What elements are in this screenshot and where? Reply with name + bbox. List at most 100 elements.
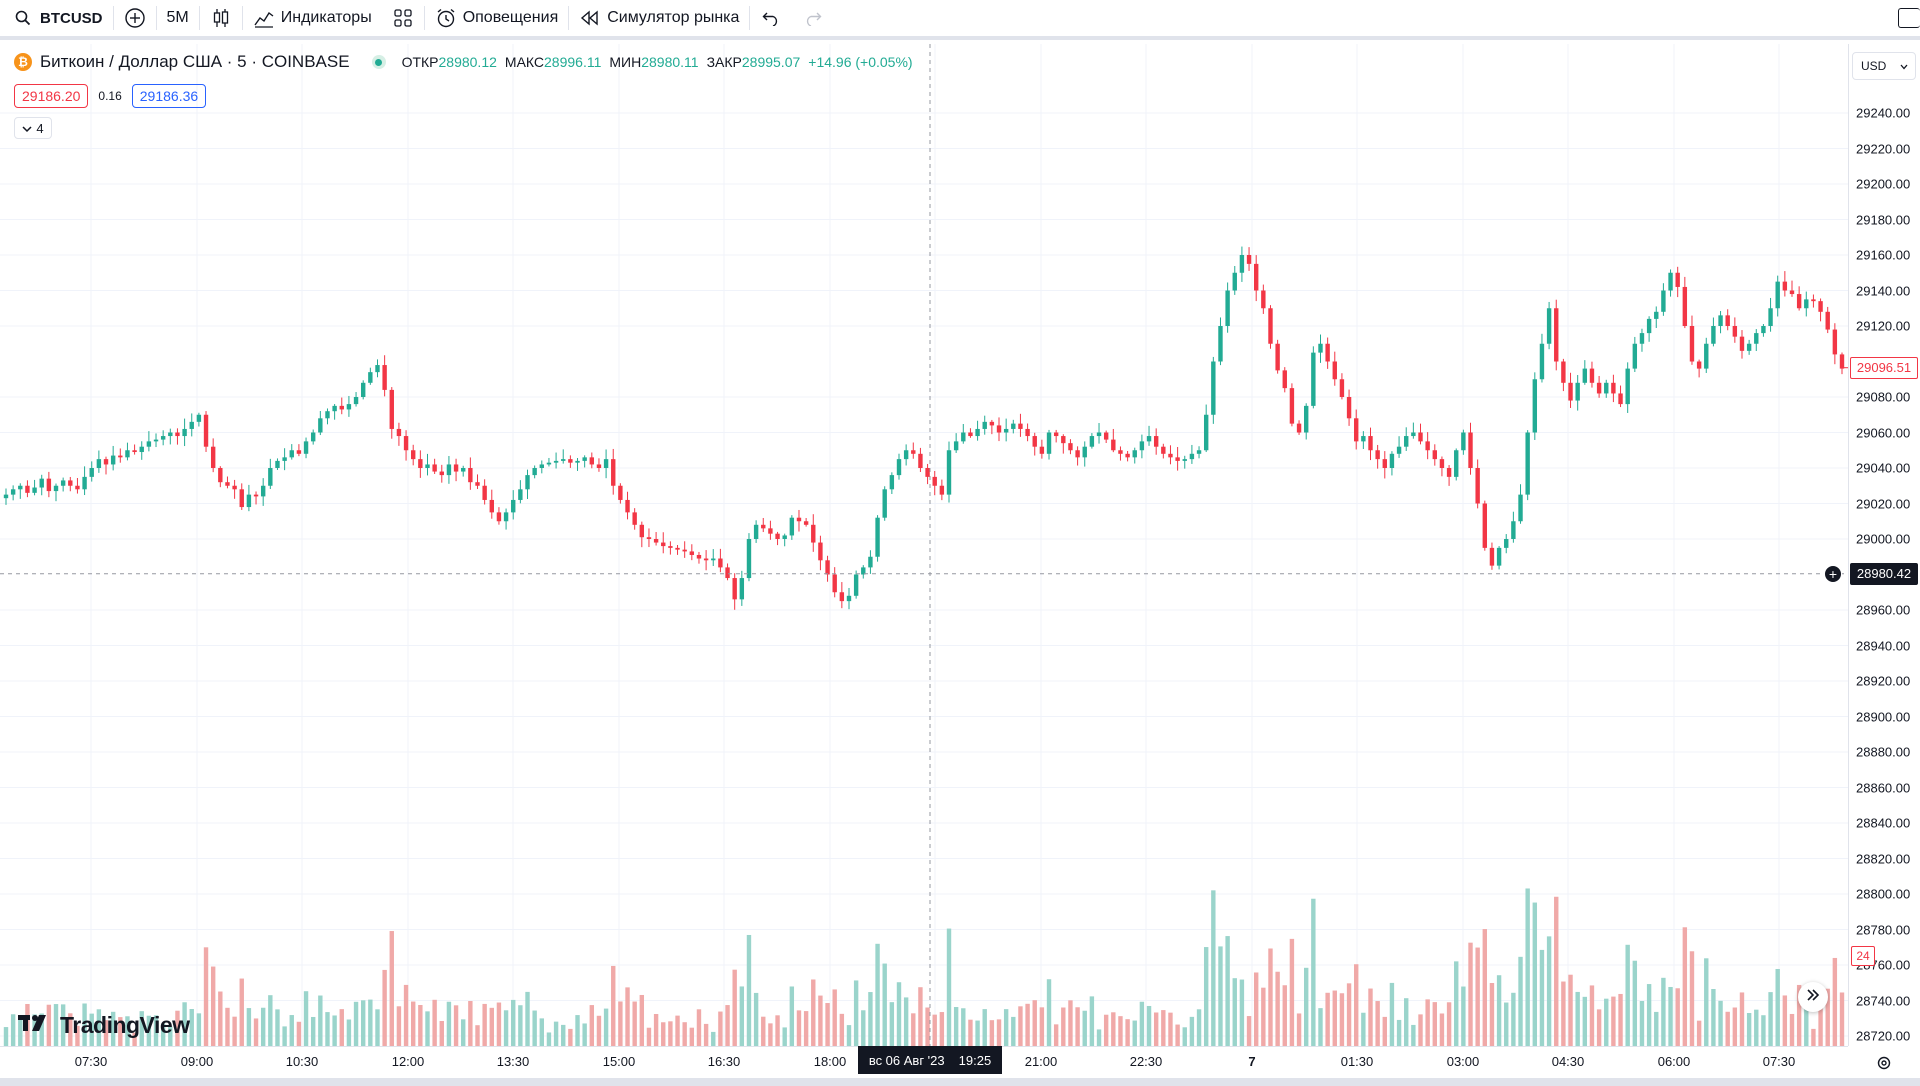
rewind-icon	[579, 7, 601, 29]
volume-bar	[168, 1026, 173, 1046]
crosshair-price-tag: 28980.42	[1850, 562, 1918, 585]
chart-settings-gear-icon[interactable]	[1874, 1053, 1894, 1073]
candle-body	[1368, 436, 1373, 451]
toolbar-divider	[155, 6, 157, 30]
candle-body	[1061, 436, 1066, 444]
candle-body	[1346, 397, 1352, 419]
bar-replay-button[interactable]: Симулятор рынка	[569, 0, 749, 36]
collapsed-count: 4	[36, 120, 44, 136]
volume-bar	[1632, 960, 1638, 1046]
volume-bar	[1311, 898, 1316, 1046]
volume-bar	[1153, 1012, 1159, 1046]
candle-body	[453, 464, 459, 472]
candle-body	[1189, 453, 1195, 460]
volume-bar	[1354, 964, 1359, 1046]
volume-bar	[18, 1016, 23, 1046]
add-alert-plus-icon[interactable]: +	[1824, 564, 1842, 583]
volume-bar	[461, 1019, 466, 1046]
market-status-icon[interactable]	[371, 55, 386, 69]
price-label: 28740.00	[1856, 993, 1911, 1008]
volume-bar	[1068, 1000, 1073, 1046]
candle-body	[275, 460, 280, 468]
symbol-title[interactable]: Биткоин / Доллар США · 5 · COINBASE	[40, 52, 350, 71]
candle-body	[582, 457, 587, 461]
candle-body	[918, 453, 923, 468]
candle-body	[1125, 453, 1130, 458]
currency-select[interactable]: USD	[1852, 52, 1916, 80]
time-label: 01:30	[1340, 1054, 1374, 1069]
volume-bar	[1839, 992, 1845, 1046]
volume-bar	[1018, 1006, 1023, 1046]
candle-body	[1575, 382, 1580, 401]
candle-body	[961, 432, 966, 442]
undo-button[interactable]	[750, 0, 792, 36]
indicators-collapse-button[interactable]: 4	[14, 117, 52, 139]
volume-bar	[582, 1023, 587, 1046]
volume-bar	[475, 1025, 480, 1046]
interval-label: 5M	[166, 9, 189, 26]
volume-bar	[889, 1002, 895, 1046]
high-value: 28996.11	[544, 54, 602, 70]
candle-body	[689, 551, 695, 555]
candle-body	[1375, 450, 1380, 460]
sell-button[interactable]: 29186.20	[14, 84, 89, 108]
volume-bar	[903, 997, 909, 1046]
candle-body	[1325, 343, 1330, 362]
compare-symbol-button[interactable]	[114, 0, 156, 36]
candle-body	[1439, 459, 1445, 468]
volume-bar	[625, 987, 630, 1046]
redo-button[interactable]	[792, 0, 834, 36]
templates-button[interactable]	[382, 0, 424, 36]
indicators-button[interactable]: Индикаторы	[243, 0, 382, 36]
volume-bar	[1096, 1029, 1102, 1046]
candle-body	[1632, 343, 1638, 369]
candle-body	[68, 480, 73, 486]
interval-button[interactable]: 5M	[157, 0, 199, 36]
tradingview-mark-icon	[18, 1013, 54, 1039]
chart-type-button[interactable]	[200, 0, 242, 36]
buy-button[interactable]: 29186.36	[131, 84, 207, 108]
candle-body	[1425, 441, 1430, 451]
candle-body	[1639, 333, 1645, 344]
volume-bar	[253, 1018, 259, 1046]
alerts-button[interactable]: Оповещения	[425, 0, 569, 36]
volume-bar	[1189, 1016, 1195, 1046]
volume-bar	[1825, 988, 1830, 1046]
candles-icon	[210, 7, 232, 29]
volume-bar	[653, 1014, 659, 1046]
time-label: 22:30	[1129, 1054, 1163, 1069]
volume-bar	[1346, 983, 1352, 1046]
volume-bar	[1196, 1009, 1202, 1046]
candle-body	[1389, 453, 1395, 468]
candle-body	[225, 482, 230, 486]
price-scale[interactable]	[1848, 44, 1920, 1046]
price-label: 28960.00	[1856, 602, 1911, 618]
volume-bar	[1032, 1000, 1037, 1046]
symbol-search-button[interactable]: BTCUSD	[0, 0, 113, 36]
volume-bar	[589, 1005, 595, 1046]
volume-bar	[1582, 996, 1588, 1046]
candle-body	[1168, 453, 1173, 458]
candle-body	[1461, 432, 1466, 451]
price-chart[interactable]	[0, 44, 1848, 1046]
candle-body	[1654, 311, 1659, 319]
volume-bar	[1203, 947, 1209, 1046]
candle-body	[1003, 428, 1009, 433]
layout-panel-button[interactable]	[1898, 8, 1920, 28]
volume-bar	[1039, 1007, 1045, 1046]
volume-bar	[103, 1020, 109, 1046]
volume-bar	[1675, 988, 1680, 1046]
candle-body	[725, 567, 730, 579]
candle-body	[553, 460, 559, 463]
volume-bar	[946, 928, 952, 1046]
volume-bar	[1418, 1014, 1423, 1046]
volume-bar	[1661, 977, 1666, 1046]
volume-bar	[1554, 896, 1559, 1046]
candle-body	[1675, 272, 1680, 287]
volume-bar	[1268, 948, 1273, 1046]
scroll-to-realtime-button[interactable]	[1798, 982, 1828, 1012]
tradingview-logo[interactable]: TradingView	[18, 1012, 190, 1039]
volume-bar	[418, 1005, 423, 1046]
candle-body	[732, 578, 737, 600]
volume-bar	[1396, 1019, 1402, 1046]
